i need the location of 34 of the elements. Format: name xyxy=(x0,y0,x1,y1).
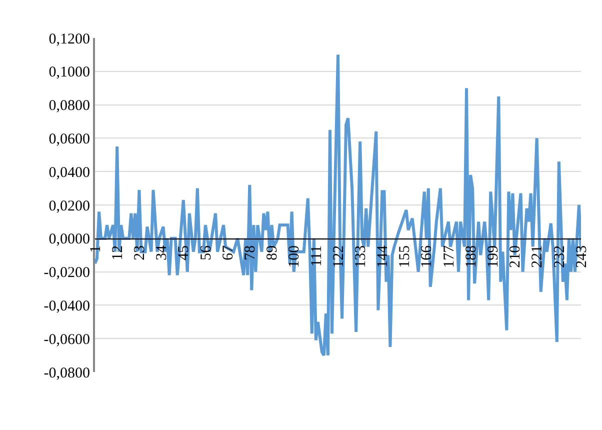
x-tick-label: 221 xyxy=(530,245,546,268)
x-tick-label: 166 xyxy=(419,244,436,268)
x-tick-label: 1 xyxy=(88,245,104,253)
y-tick-label: -0,0600 xyxy=(44,332,90,348)
x-tick-label: 67 xyxy=(220,244,236,260)
y-tick-label: 0,1200 xyxy=(48,31,90,48)
y-tick-label: 0,0200 xyxy=(48,198,90,214)
x-tick-label: 133 xyxy=(352,245,369,268)
y-tick-label: -0,0200 xyxy=(44,265,90,282)
x-tick-label: 56 xyxy=(198,244,214,260)
x-tick-label: 155 xyxy=(397,245,414,268)
x-tick-label: 23 xyxy=(132,245,148,260)
y-tick-label: 0,0600 xyxy=(48,131,90,148)
x-tick-label: 210 xyxy=(508,245,524,268)
x-tick-label: 177 xyxy=(441,244,458,268)
x-tick-label: 34 xyxy=(154,244,170,260)
x-tick-label: 100 xyxy=(286,245,303,268)
x-tick-label: 199 xyxy=(486,245,502,268)
y-tick-label: 0,0400 xyxy=(48,164,90,181)
y-tick-label: 0,0000 xyxy=(48,232,90,248)
x-tick-label: 122 xyxy=(330,245,347,268)
x-tick-label: 243 xyxy=(574,245,590,268)
x-tick-label: 78 xyxy=(242,245,259,260)
x-tick-label: 12 xyxy=(110,245,126,260)
y-tick-label: 0,1000 xyxy=(48,64,90,81)
x-tick-label: 89 xyxy=(264,245,281,260)
x-tick-label: 232 xyxy=(552,245,568,268)
y-tick-label: 0,0800 xyxy=(48,98,90,114)
x-tick-label: 144 xyxy=(375,244,392,268)
x-tick-label: 188 xyxy=(463,245,480,268)
x-tick-label: 111 xyxy=(308,245,325,267)
x-tick-label: 45 xyxy=(176,245,192,260)
y-tick-label: -0,0800 xyxy=(44,365,90,382)
y-tick-label: -0,0400 xyxy=(44,298,90,314)
